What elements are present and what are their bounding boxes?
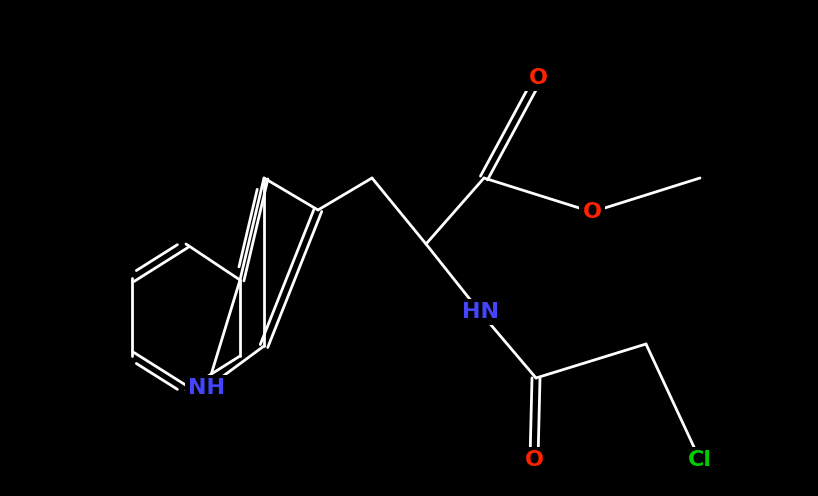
Text: O: O bbox=[582, 202, 601, 222]
Text: Cl: Cl bbox=[688, 450, 712, 470]
Text: O: O bbox=[528, 68, 547, 88]
Text: HN: HN bbox=[461, 302, 498, 322]
Text: O: O bbox=[524, 450, 543, 470]
Text: NH: NH bbox=[188, 378, 226, 398]
